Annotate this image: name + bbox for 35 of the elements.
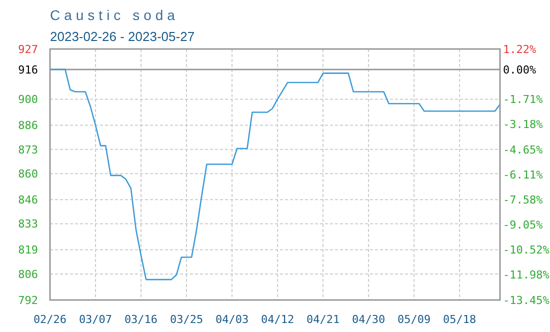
x-tick-label: 05/18 xyxy=(442,313,476,326)
y-tick-label: 873 xyxy=(18,143,38,156)
y2-tick-label: -10.52% xyxy=(503,244,550,257)
x-tick-label: 04/12 xyxy=(260,313,294,326)
chart-subtitle: 2023-02-26 - 2023-05-27 xyxy=(50,29,195,44)
y2-tick-label: 0.00% xyxy=(503,64,536,77)
y-tick-label: 900 xyxy=(18,93,38,106)
y2-tick-label: -4.65% xyxy=(503,143,544,156)
x-tick-label: 03/25 xyxy=(170,313,204,326)
y2-tick-label: -9.05% xyxy=(503,218,544,232)
y2-tick-label: -13.45% xyxy=(503,294,550,307)
y2-tick-label: 1.22% xyxy=(503,42,536,56)
y-tick-label: 792 xyxy=(18,294,38,307)
x-tick-label: 04/30 xyxy=(352,313,386,326)
y-tick-label: 886 xyxy=(18,119,38,132)
x-tick-label: 05/09 xyxy=(397,313,431,326)
y-tick-label: 846 xyxy=(18,193,38,206)
y2-tick-label: -11.98% xyxy=(503,268,550,282)
x-tick-label: 02/26 xyxy=(33,313,67,326)
x-tick-label: 04/21 xyxy=(306,313,340,326)
x-tick-label: 03/16 xyxy=(124,313,158,326)
x-tick-label: 04/03 xyxy=(215,313,249,326)
y-tick-label: 860 xyxy=(18,167,38,180)
x-tick-label: 03/07 xyxy=(78,313,112,326)
y-tick-label: 806 xyxy=(18,268,38,281)
y-tick-label: 819 xyxy=(18,244,38,257)
chart-title: Caustic soda xyxy=(50,7,179,23)
y-tick-label: 916 xyxy=(18,63,38,76)
y-tick-label: 833 xyxy=(18,218,38,231)
y-tick-label: 927 xyxy=(18,42,38,56)
line-series xyxy=(49,68,501,280)
y2-tick-label: -3.18% xyxy=(503,118,544,132)
y2-tick-label: -7.58% xyxy=(503,193,544,206)
y2-tick-label: -1.71% xyxy=(503,92,544,106)
y2-tick-label: -6.11% xyxy=(503,168,544,182)
